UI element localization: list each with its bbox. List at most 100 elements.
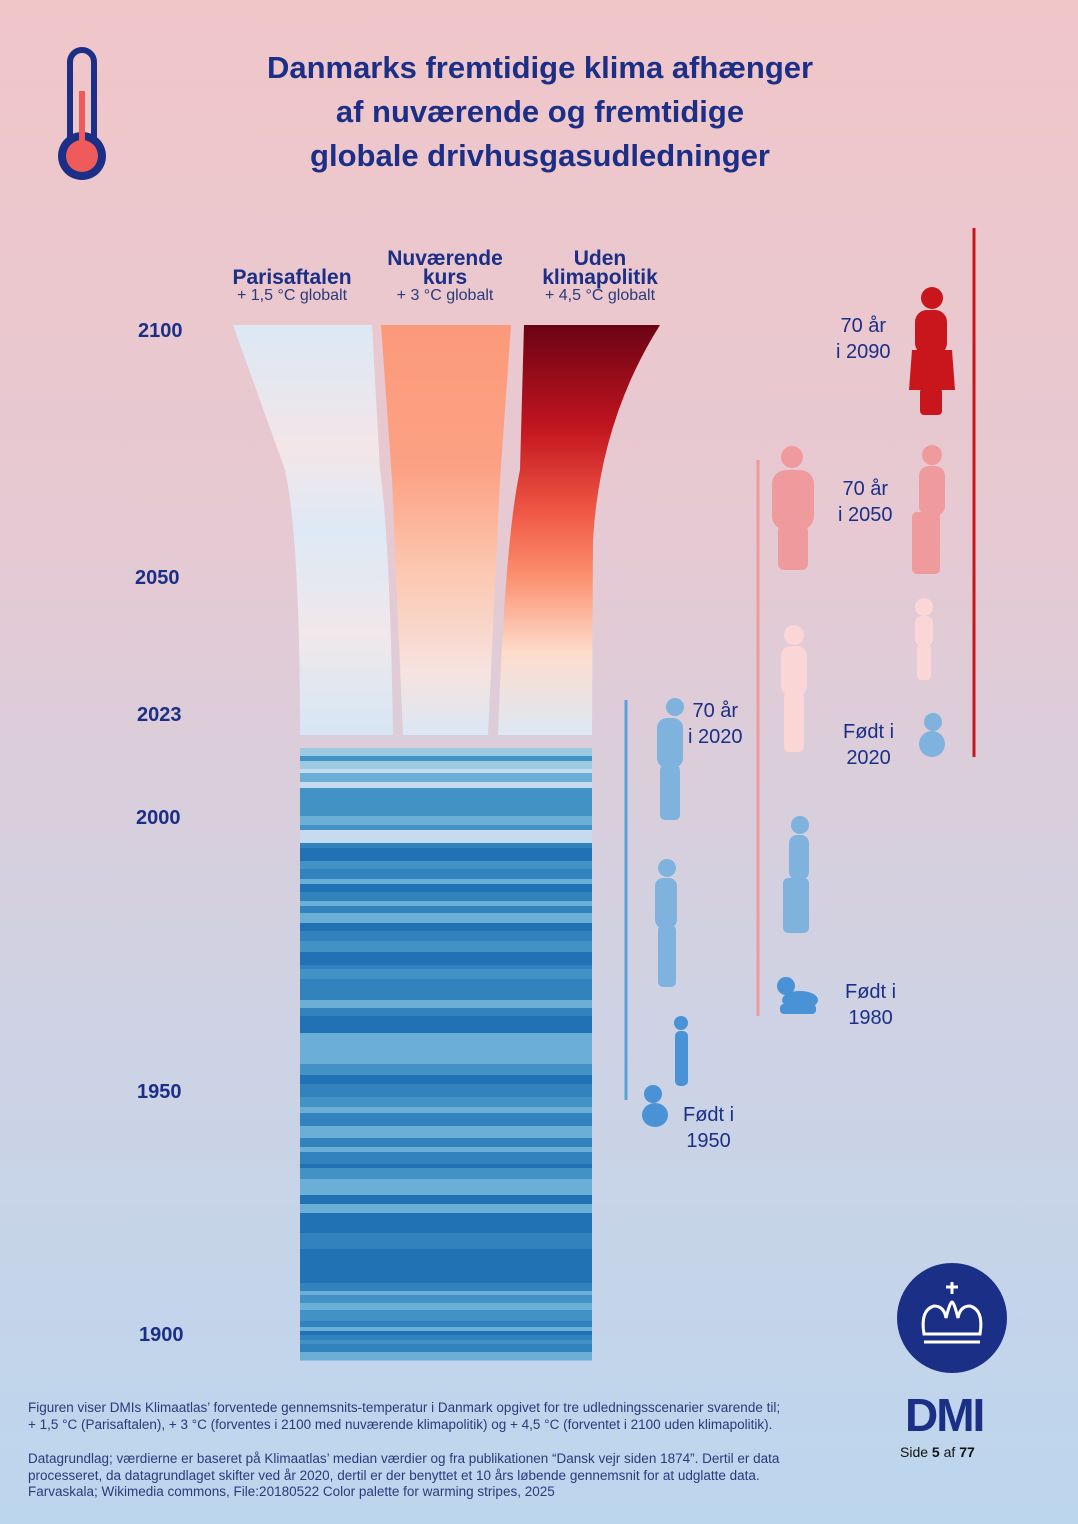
temperature-stripe — [300, 1084, 592, 1092]
temperature-stripe — [300, 1204, 592, 1214]
temperature-stripe — [300, 806, 592, 817]
temperature-stripe — [300, 1352, 592, 1361]
temperature-stripe — [300, 798, 592, 807]
temperature-stripe — [300, 906, 592, 914]
temperature-stripe — [300, 1179, 592, 1190]
temperature-stripe — [300, 816, 592, 826]
crown-logo — [897, 1263, 1007, 1373]
temperature-stripe — [300, 1107, 592, 1114]
temperature-stripe — [300, 848, 592, 862]
scenario-current: Nuværende kurs + 3 °C globalt — [387, 247, 503, 304]
temperature-stripe — [300, 1327, 592, 1332]
temperature-stripe — [300, 1033, 592, 1040]
temperature-stripe — [300, 952, 592, 958]
temperature-stripe — [300, 782, 592, 789]
funnel-current — [381, 325, 511, 735]
person-figure — [657, 698, 684, 820]
temperature-stripe — [300, 1213, 592, 1226]
temperature-stripe — [300, 1147, 592, 1153]
temperature-stripe — [300, 1265, 592, 1276]
footer-description: Figuren viser DMIs Klimaatlas’ forvented… — [28, 1400, 781, 1432]
page-indicator: Side 5 af 77 — [900, 1444, 975, 1460]
footer-sources: Datagrundlag; værdierne er baseret på Kl… — [28, 1451, 780, 1499]
label-70-2020: 70 år i 2020 — [688, 700, 743, 748]
temperature-stripe — [300, 917, 592, 924]
temperature-stripe — [300, 769, 592, 774]
year-1950: 1950 — [137, 1081, 182, 1103]
temperature-stripe — [300, 869, 592, 880]
temperature-stripe — [300, 1275, 592, 1284]
temperature-stripe — [300, 879, 592, 885]
person-figure — [915, 598, 933, 680]
temperature-stripe — [300, 1091, 592, 1098]
temperature-stripe — [300, 1239, 592, 1244]
temperature-stripe — [300, 965, 592, 970]
temperature-stripe — [300, 1000, 592, 1009]
temperature-stripe — [300, 923, 592, 932]
year-2023: 2023 — [137, 704, 182, 726]
temperature-stripe — [300, 1310, 592, 1322]
temperature-stripe — [300, 913, 592, 918]
temperature-stripe — [300, 773, 592, 783]
temperature-stripe — [300, 992, 592, 1001]
label-70-2090: 70 år i 2090 — [836, 315, 891, 363]
temperature-stripe — [300, 761, 592, 770]
label-70-2050: 70 år i 2050 — [838, 478, 893, 526]
person-figure — [781, 625, 807, 752]
temperature-stripe — [300, 1195, 592, 1201]
temperature-stripe — [300, 1249, 592, 1261]
historic-stripes — [300, 748, 592, 1361]
temperature-stripe — [300, 1039, 592, 1052]
funnel-paris — [233, 325, 393, 735]
temperature-stripe — [300, 1243, 592, 1250]
temperature-stripe — [300, 1189, 592, 1196]
temperature-stripe — [300, 941, 592, 953]
temperature-stripe — [300, 884, 592, 893]
person-figure — [655, 859, 677, 987]
year-2000: 2000 — [136, 807, 181, 829]
temperature-stripe — [300, 748, 592, 757]
temperature-stripe — [300, 1321, 592, 1328]
label-born-1980: Født i 1980 — [845, 981, 897, 1029]
temperature-stripe — [300, 1168, 592, 1180]
scenario-paris: Parisaftalen + 1,5 °C globalt — [232, 266, 352, 304]
temperature-stripe — [300, 1260, 592, 1266]
label-born-2020: Født i 2020 — [843, 721, 895, 769]
temperature-stripe — [300, 1152, 592, 1165]
temperature-stripe — [300, 788, 592, 799]
temperature-stripe — [300, 1016, 592, 1023]
temperature-stripe — [300, 1225, 592, 1234]
temperature-stripe — [300, 1283, 592, 1292]
temperature-stripe — [300, 1138, 592, 1148]
year-2100: 2100 — [138, 320, 183, 342]
page-title: Danmarks fremtidige klima afhænger af nu… — [266, 50, 814, 173]
temperature-stripe — [300, 1295, 592, 1304]
temperature-stripe — [300, 931, 592, 942]
temperature-stripe — [300, 1022, 592, 1034]
temperature-stripe — [300, 1331, 592, 1336]
label-born-1950: Født i 1950 — [683, 1104, 735, 1152]
temperature-stripe — [300, 1340, 592, 1345]
year-1900: 1900 — [139, 1324, 184, 1346]
temperature-stripe — [300, 979, 592, 993]
person-figure — [912, 445, 945, 574]
temperature-stripe — [300, 843, 592, 849]
temperature-stripe — [300, 1291, 592, 1296]
temperature-stripe — [300, 1200, 592, 1205]
temperature-stripe — [300, 830, 592, 844]
person-figure — [772, 446, 814, 570]
person-figure — [909, 287, 955, 415]
temperature-stripe — [300, 957, 592, 966]
temperature-stripe — [300, 1164, 592, 1169]
scenario-no-policy: Uden klimapolitik + 4,5 °C globalt — [542, 247, 658, 304]
temperature-stripe — [300, 1303, 592, 1311]
temperature-stripe — [300, 1051, 592, 1065]
temperature-stripe — [300, 901, 592, 907]
temperature-stripe — [300, 1335, 592, 1341]
temperature-stripe — [300, 969, 592, 980]
temperature-stripe — [300, 1113, 592, 1118]
temperature-stripe — [300, 1097, 592, 1108]
temperature-stripe — [300, 1064, 592, 1076]
temperature-stripe — [300, 756, 592, 762]
temperature-stripe — [300, 1117, 592, 1127]
